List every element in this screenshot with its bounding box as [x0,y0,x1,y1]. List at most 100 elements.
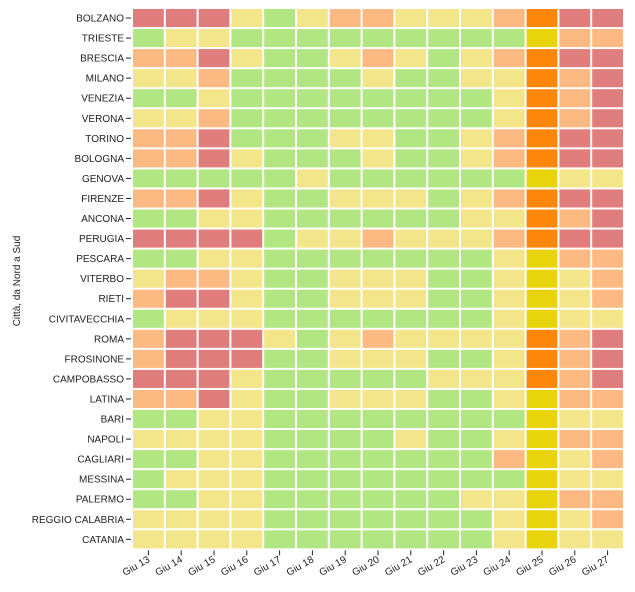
heatmap-cell [428,9,459,28]
heatmap-cell [264,189,295,208]
x-tick-label: Giu 17 [252,554,283,578]
x-tick-label: Giu 20 [350,554,381,578]
heatmap-cell [559,189,591,208]
heatmap-cell [165,149,197,168]
heatmap-cell [592,470,623,489]
heatmap-cell [559,369,591,388]
x-tick-label: Giu 21 [383,554,414,578]
heatmap-cell [559,410,591,429]
heatmap-cell [329,490,361,509]
heatmap-cell [395,309,427,328]
heatmap-cell [362,450,394,469]
heatmap-cell [395,209,427,228]
heatmap-cell [493,169,525,188]
heatmap-cell [264,29,295,48]
heatmap-cell [329,69,361,88]
heatmap-cell [362,29,394,48]
x-tick-label: Giu 16 [219,554,250,578]
heatmap-cell [198,510,230,529]
heatmap-cell [461,289,492,308]
heatmap-cell [329,129,361,148]
heatmap-cell [165,490,197,509]
heatmap-cell [198,89,230,108]
heatmap-cell [428,369,459,388]
heatmap-cell [329,249,361,268]
heatmap-cell [592,329,623,348]
heatmap-cell [165,269,197,288]
heatmap-cell [165,450,197,469]
heatmap-cell [592,269,623,288]
heatmap-cell [592,189,623,208]
heatmap-cell [362,329,394,348]
heatmap-cell [493,9,525,28]
heatmap-cell [493,490,525,509]
heatmap-cell [165,369,197,388]
heatmap-cell [329,269,361,288]
heatmap-cell [395,470,427,489]
heatmap-cell [133,149,164,168]
heatmap-cell [362,249,394,268]
y-tick-label: BARI [101,415,124,426]
heatmap-cell [592,349,623,368]
heatmap-cell [329,189,361,208]
heatmap-cell [133,510,164,529]
heatmap-cell [559,289,591,308]
heatmap-cell [395,450,427,469]
heatmap-cell [493,470,525,489]
heatmap-cell [461,209,492,228]
heatmap-cell [231,430,263,449]
heatmap-cell [526,510,558,529]
heatmap-cell [395,109,427,128]
heatmap-cell [231,530,263,549]
heatmap-cell [362,229,394,248]
heatmap-cell [526,430,558,449]
heatmap-cell [395,129,427,148]
heatmap-cell [329,109,361,128]
heatmap-cell [428,329,459,348]
heatmap-cell [297,349,328,368]
heatmap-cell [526,349,558,368]
heatmap-cell [526,29,558,48]
heatmap-cell [264,410,295,429]
y-tick-label: CATANIA [82,535,124,546]
heatmap-cell [362,389,394,408]
heatmap-cell [428,49,459,68]
heatmap-cell [493,249,525,268]
heatmap-cell [493,510,525,529]
heatmap-cell [493,109,525,128]
heatmap-cell [461,510,492,529]
heatmap-cell [493,329,525,348]
heatmap-cell [231,249,263,268]
heatmap-cell [526,189,558,208]
heatmap-cell [297,9,328,28]
heatmap-cell [264,289,295,308]
heatmap-cell [165,389,197,408]
y-tick-label: CAMPOBASSO [53,374,124,385]
y-axis-title: Città, da Nord a Sud [12,236,23,327]
heatmap-cell [297,490,328,509]
heatmap-cell [198,149,230,168]
heatmap-cell [133,249,164,268]
heatmap-cell [493,189,525,208]
heatmap-cell [461,249,492,268]
y-tick-label: MILANO [86,74,125,85]
heatmap-cells [133,9,623,549]
heatmap-cell [165,89,197,108]
heatmap-cell [231,389,263,408]
heatmap-cell [428,89,459,108]
heatmap-cell [592,129,623,148]
heatmap-cell [329,149,361,168]
heatmap-cell [264,389,295,408]
y-tick-label: VENEZIA [81,94,124,105]
x-tick-label: Giu 23 [449,554,480,578]
heatmap-cell [362,349,394,368]
heatmap-cell [362,9,394,28]
x-tick-label: Giu 22 [416,554,447,578]
heatmap-cell [264,369,295,388]
heatmap-cell [264,149,295,168]
heatmap-cell [592,9,623,28]
heatmap-cell [264,450,295,469]
heatmap-cell [133,229,164,248]
heatmap-cell [329,530,361,549]
heatmap-cell [493,89,525,108]
